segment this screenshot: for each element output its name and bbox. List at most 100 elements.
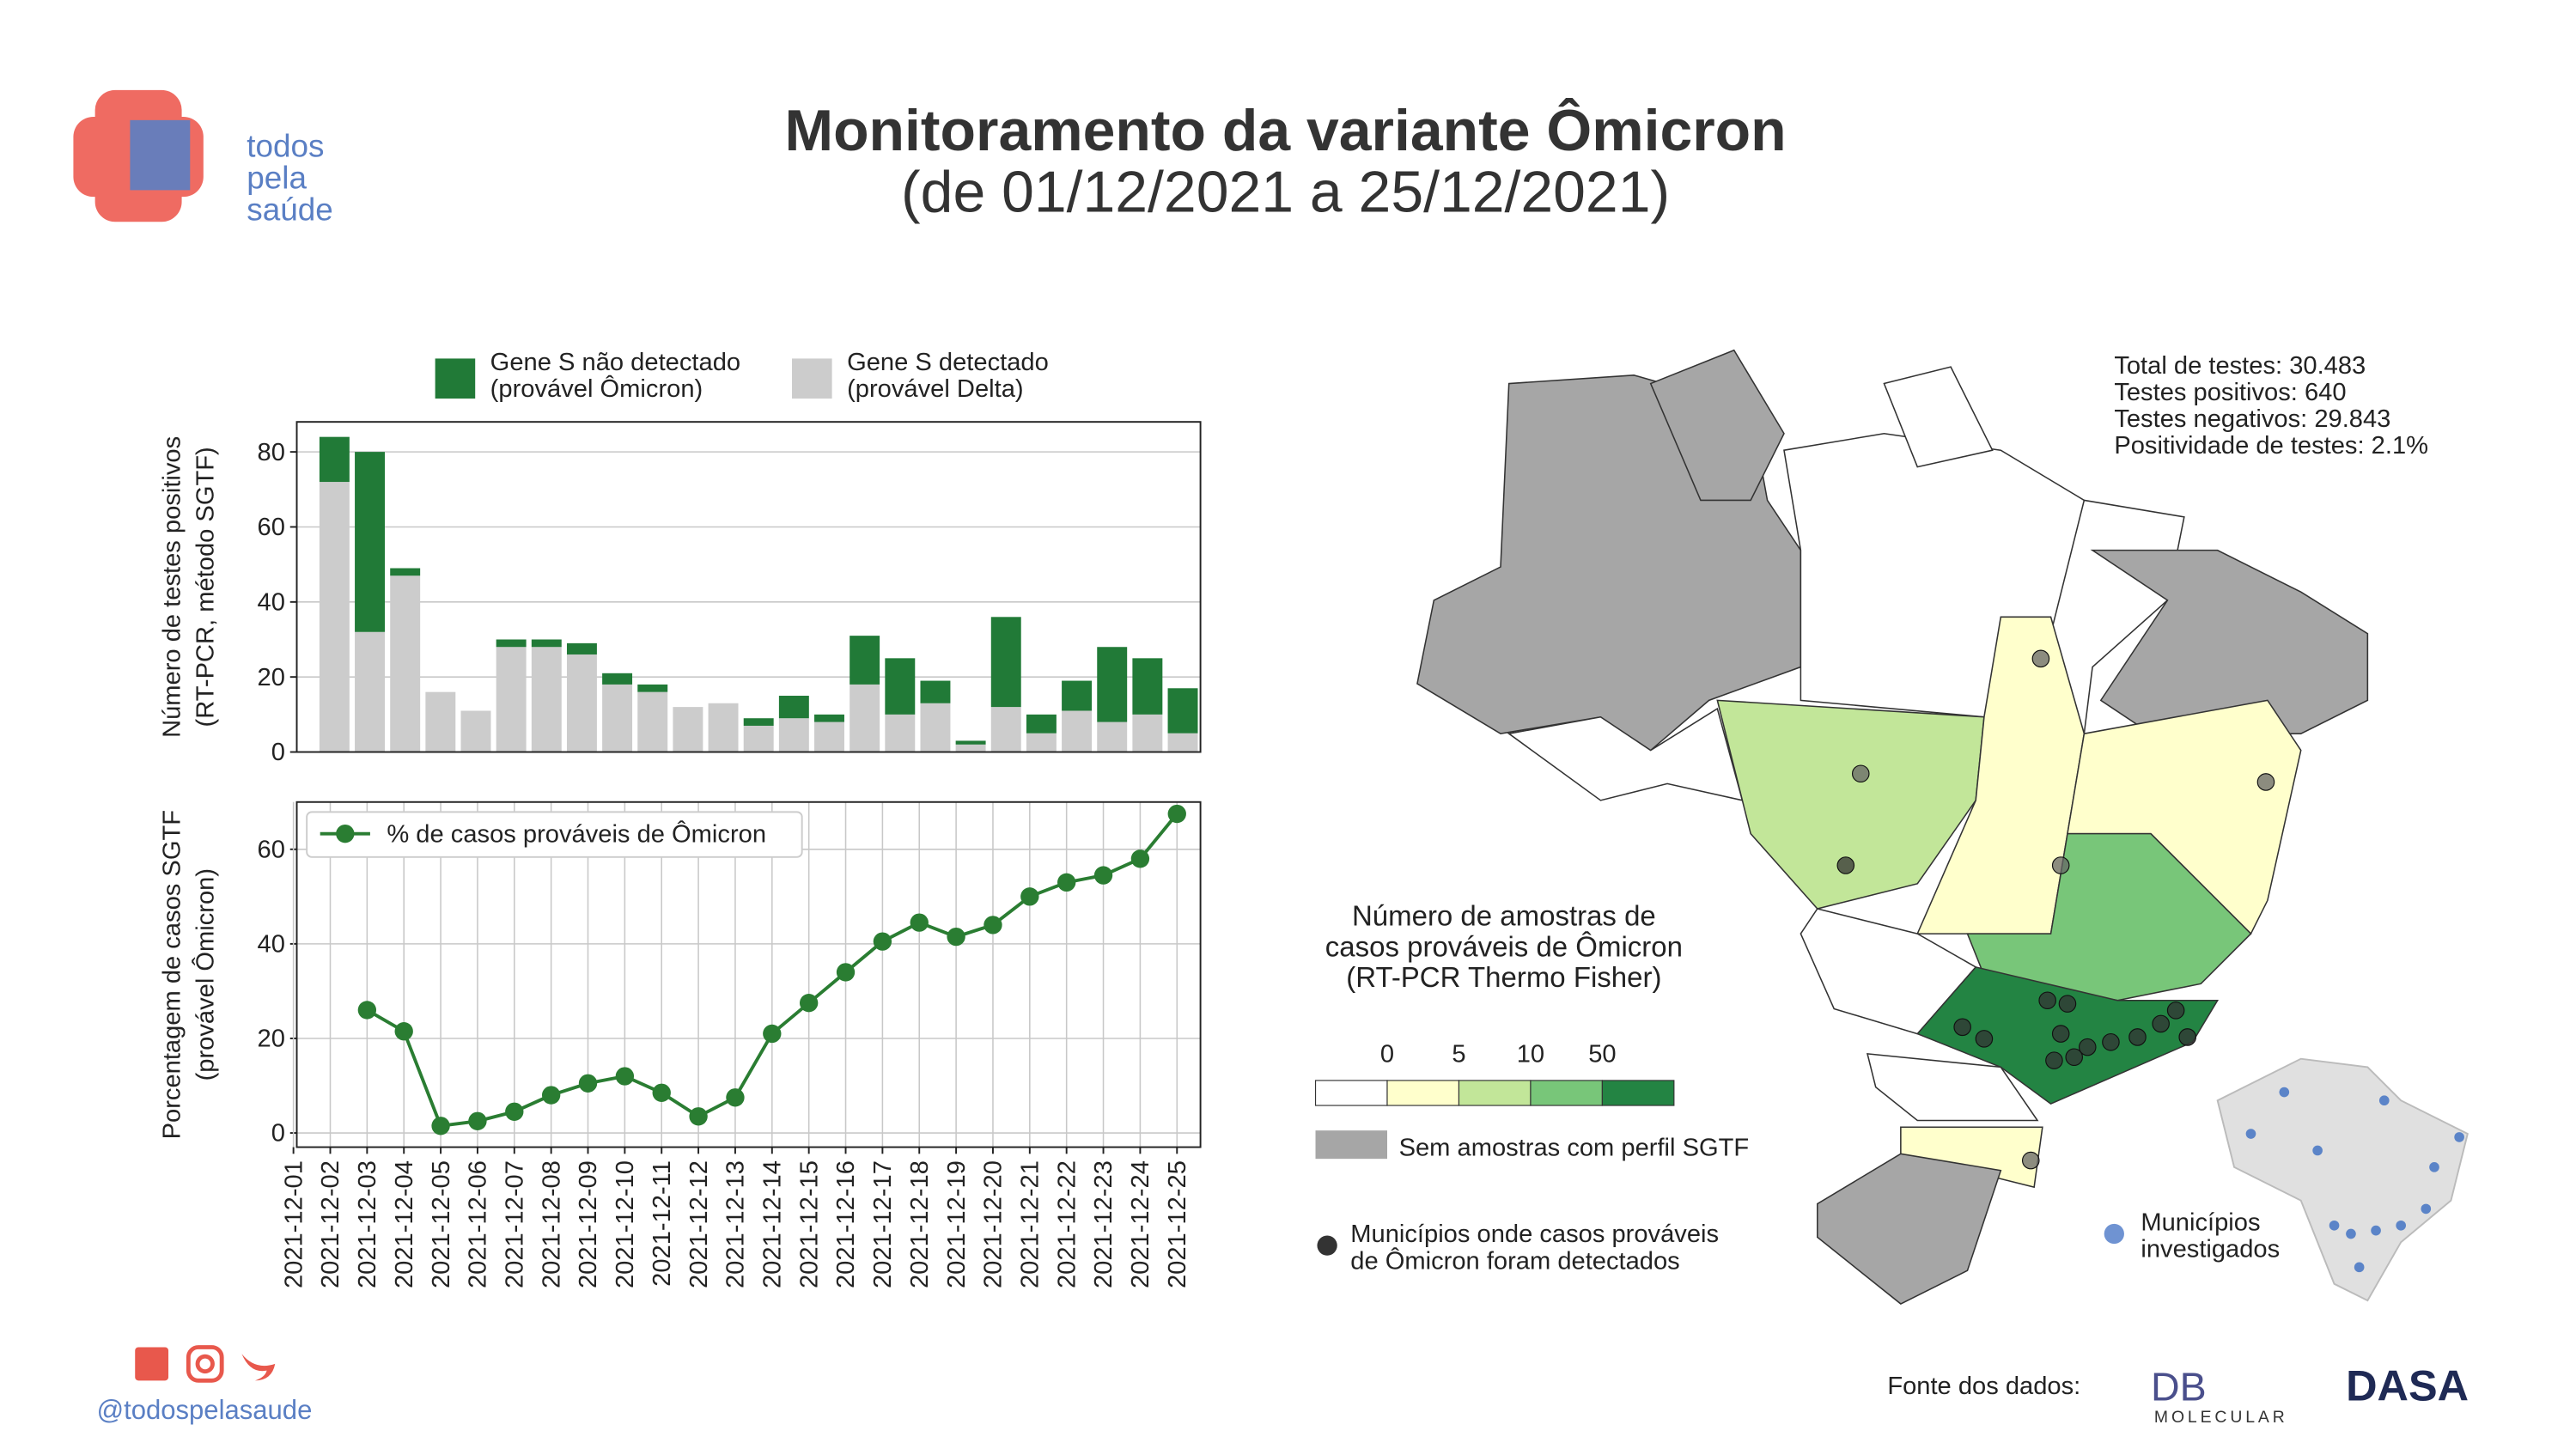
x-tick-label: 2021-12-14 <box>759 1160 787 1288</box>
bar-segment <box>708 703 739 752</box>
twitter-icon[interactable] <box>241 1354 276 1381</box>
y-tick-label: 40 <box>258 589 285 617</box>
legend-label: Gene S não detectado (provável Ômicron) <box>490 350 741 404</box>
y-tick-label: 60 <box>258 514 285 541</box>
state <box>1900 1126 2043 1189</box>
bar-segment <box>955 744 986 752</box>
dot <box>2378 1095 2390 1106</box>
dot <box>2279 1087 2290 1098</box>
plot-frame <box>295 421 1202 753</box>
x-tick-label: 2021-12-10 <box>612 1160 639 1288</box>
state <box>1817 1153 2002 1305</box>
bar-segment <box>1026 714 1057 734</box>
bar-segment <box>1132 658 1163 715</box>
y-tick-label: 0 <box>271 1120 285 1148</box>
dot <box>2256 773 2275 791</box>
dot <box>2429 1162 2439 1172</box>
x-tick-label: 2021-12-12 <box>685 1160 713 1288</box>
dot <box>2045 1051 2063 1069</box>
state <box>1649 349 1785 502</box>
dot <box>2031 649 2050 668</box>
point <box>578 1074 598 1093</box>
legend-box <box>306 811 803 858</box>
bar-segment <box>673 707 703 752</box>
scale-tick-label: 0 <box>1380 1041 1394 1068</box>
y-tick-label: 80 <box>258 439 285 466</box>
scale-swatch <box>1458 1080 1532 1106</box>
dot <box>2312 1145 2323 1156</box>
legend-swatch <box>792 358 832 399</box>
handle: @todospelasaude <box>97 1395 313 1425</box>
point <box>689 1107 708 1126</box>
x-tick-label: 2021-12-04 <box>391 1160 418 1288</box>
bar-segment <box>637 691 668 752</box>
point <box>615 1067 635 1086</box>
dot <box>2058 995 2077 1013</box>
bar-segment <box>1062 710 1093 752</box>
point <box>873 932 892 951</box>
logo-text: pela <box>247 160 307 195</box>
bar-segment <box>355 631 386 752</box>
x-tick-label: 2021-12-01 <box>280 1160 308 1288</box>
state <box>1883 366 1994 468</box>
dot <box>2128 1028 2147 1046</box>
dot <box>2396 1220 2407 1231</box>
map <box>1416 349 2369 1305</box>
x-tick-label: 2021-12-22 <box>1053 1160 1081 1288</box>
bar-segment <box>743 718 774 726</box>
bar-segment <box>850 684 880 752</box>
y-axis-label: Porcentagem de casos SGTF <box>159 810 186 1139</box>
x-tick-label: 2021-12-09 <box>575 1160 602 1288</box>
y-tick-label: 20 <box>258 1026 285 1053</box>
x-tick-label: 2021-12-16 <box>832 1160 860 1288</box>
scale-swatch <box>1314 1080 1388 1106</box>
bar-segment <box>637 684 668 692</box>
point <box>910 913 929 932</box>
dots-label: Municípios onde casos prováveis <box>1350 1221 1719 1248</box>
facebook-icon[interactable] <box>135 1347 169 1381</box>
scale-tick-label: 5 <box>1452 1041 1465 1068</box>
stat-line: Positividade de testes: 2.1% <box>2114 432 2428 460</box>
dot <box>2329 1220 2340 1231</box>
x-tick-label: 2021-12-25 <box>1164 1160 1191 1288</box>
state <box>2090 549 2369 734</box>
bar-segment <box>531 639 562 648</box>
point <box>1057 873 1076 892</box>
bar-segment <box>390 568 421 576</box>
dot <box>2454 1132 2464 1142</box>
municipality-dots <box>1836 649 2275 1170</box>
bar-segment <box>814 714 844 722</box>
point <box>468 1111 487 1130</box>
bar-segment <box>1132 714 1163 752</box>
x-tick-label: 2021-12-06 <box>465 1160 492 1288</box>
x-tick-label: 2021-12-21 <box>1017 1160 1044 1288</box>
x-tick-label: 2021-12-15 <box>795 1160 823 1288</box>
logo-shape <box>130 119 191 191</box>
bar-segment <box>743 725 774 752</box>
investigated-dots <box>2245 1087 2464 1273</box>
point <box>431 1117 450 1135</box>
scale-swatch <box>1601 1080 1675 1106</box>
bar-segment <box>602 684 633 752</box>
state <box>1507 707 1744 801</box>
source-label: Fonte dos dados: <box>1887 1373 2080 1400</box>
y-tick-label: 0 <box>271 739 285 766</box>
stat-line: Testes positivos: 640 <box>2114 379 2346 406</box>
investigated-label: investigados <box>2141 1236 2280 1263</box>
bar-segment <box>319 482 350 752</box>
point <box>1130 849 1150 868</box>
legend-label: Gene S não detectado (provável Ômicron) <box>490 350 741 404</box>
dot <box>2021 1151 2040 1170</box>
point <box>357 1001 377 1020</box>
instagram-icon[interactable] <box>186 1345 224 1383</box>
logo-text: todos <box>247 129 324 164</box>
bar-segment <box>990 707 1021 752</box>
point <box>947 927 965 947</box>
y-tick-label: 20 <box>258 664 285 691</box>
x-tick-label: 2021-12-24 <box>1127 1160 1154 1288</box>
dot <box>1975 1030 1994 1048</box>
no-sample-label: Sem amostras com perfil SGTF <box>1399 1134 1750 1161</box>
logo-text: saúde <box>247 192 332 227</box>
bar-segment <box>955 740 986 745</box>
